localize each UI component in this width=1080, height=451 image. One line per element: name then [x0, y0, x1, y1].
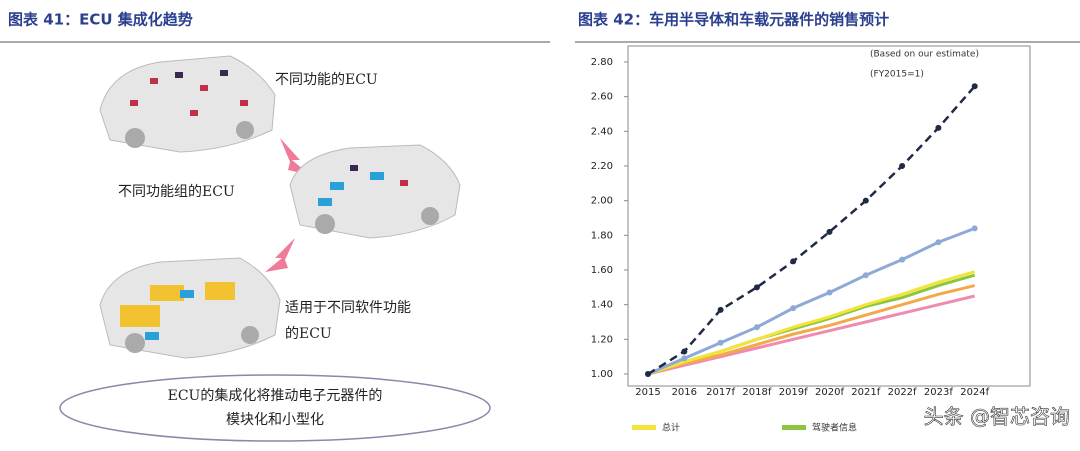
annotation: (FY2015=1) [870, 70, 924, 80]
x-tick-label: 2018f [742, 387, 771, 398]
y-tick-label: 1.40 [591, 300, 613, 311]
y-tick-label: 2.60 [591, 92, 613, 103]
point [717, 306, 724, 313]
series-line [647, 226, 976, 376]
point [645, 371, 651, 377]
series-line [647, 294, 976, 376]
arrow [265, 238, 295, 272]
legend-swatch [782, 425, 806, 430]
x-tick-label: 2015 [635, 387, 660, 398]
label: 适用于不同软件功能 [285, 300, 411, 316]
car-2 [289, 144, 461, 239]
left-title: 图表 41：ECU 集成化趋势 [8, 11, 193, 29]
label: 的ECU [285, 326, 332, 342]
x-tick-label: 2022f [888, 387, 917, 398]
y-tick-label: 2.80 [591, 57, 613, 68]
legend-swatch [632, 425, 656, 430]
label: 不同功能的ECU [275, 72, 378, 88]
car-3 [99, 257, 281, 359]
point [826, 228, 833, 235]
y-tick-label: 1.60 [591, 265, 613, 276]
caption: ECU的集成化将推动电子元器件的 [168, 387, 383, 404]
y-tick-label: 2.20 [591, 161, 613, 172]
point [717, 339, 724, 346]
annotation: (Based on our estimate) [870, 50, 979, 60]
y-tick-label: 1.20 [591, 334, 613, 345]
x-tick-label: 2020f [815, 387, 844, 398]
x-tick-label: 2023f [924, 387, 953, 398]
x-tick-label: 2017f [706, 387, 735, 398]
x-tick-label: 2019f [779, 387, 808, 398]
legend-label: 驾驶者信息 [812, 422, 857, 434]
point [935, 239, 942, 246]
point [899, 256, 906, 263]
point [790, 258, 797, 265]
caption: 模块化和小型化 [226, 412, 324, 428]
y-tick-label: 2.40 [591, 126, 613, 137]
point [681, 348, 688, 355]
point [681, 355, 688, 362]
y-tick-label: 2.00 [591, 196, 613, 207]
legend-label: 总计 [662, 422, 680, 434]
series-line [647, 85, 976, 376]
watermark: 头条 @智芯咨询 [924, 405, 1070, 429]
point [971, 83, 978, 90]
point [899, 163, 906, 169]
point [935, 124, 942, 131]
series-line [647, 270, 976, 376]
series-line [647, 284, 976, 376]
x-tick-label: 2024f [960, 387, 989, 398]
point [862, 272, 869, 279]
plot-frame [627, 45, 1031, 387]
x-tick-label: 2021f [851, 387, 880, 398]
arrow [280, 138, 310, 175]
car-1 [99, 55, 276, 153]
point [826, 289, 833, 296]
point [790, 305, 797, 312]
x-tick-label: 2016 [672, 387, 697, 398]
point [971, 225, 978, 232]
caption-ellipse [59, 374, 491, 442]
point [753, 284, 760, 291]
y-tick-label: 1.80 [591, 230, 613, 241]
y-tick-label: 1.00 [591, 369, 613, 380]
point [753, 324, 760, 331]
point [862, 197, 869, 204]
label: 不同功能组的ECU [118, 184, 235, 200]
chart-title: 图表 42：车用半导体和车载元器件的销售预计 [578, 11, 889, 29]
